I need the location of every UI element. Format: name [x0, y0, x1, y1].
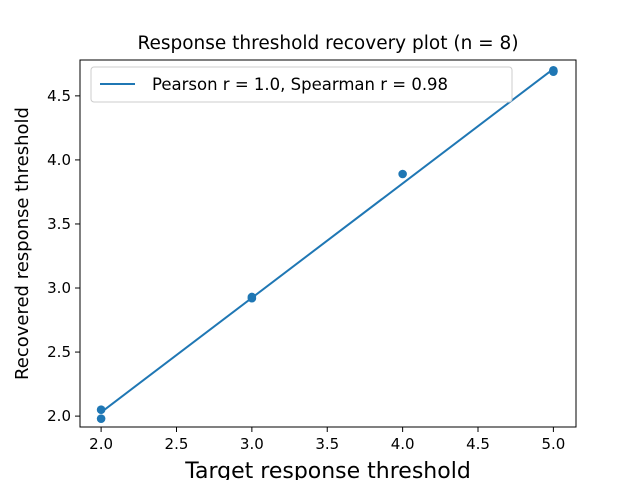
x-axis-title: Target response threshold [184, 459, 471, 480]
legend: Pearson r = 1.0, Spearman r = 0.98 [90, 66, 513, 103]
marks-layer [96, 65, 558, 423]
legend-label: Pearson r = 1.0, Spearman r = 0.98 [152, 75, 448, 94]
x-tick-label: 4.5 [466, 435, 490, 453]
x-tick-label: 5.0 [541, 435, 565, 453]
data-point [398, 169, 407, 179]
data-point [96, 414, 106, 423]
y-tick-label: 3.0 [47, 279, 71, 297]
ticks-layer: 2.0 2.5 3.0 3.5 4.0 4.5 5.0 2.0 2.5 3.0 3.5 4.0 4.5 [47, 87, 565, 453]
x-tick-label: 3.5 [315, 435, 339, 453]
chart-title: Response threshold recovery plot (n = 8) [137, 33, 518, 54]
x-tick-label: 2.0 [89, 435, 113, 453]
x-tick-label: 4.0 [391, 435, 415, 453]
y-tick-label: 2.5 [47, 343, 71, 361]
x-tick-label: 2.5 [165, 435, 189, 453]
plot-frame [79, 59, 577, 428]
y-tick-label: 3.5 [47, 215, 71, 233]
y-tick-label: 2.0 [47, 407, 71, 425]
fit-line [100, 68, 554, 414]
x-tick-label: 3.0 [240, 435, 264, 453]
y-tick-label: 4.0 [47, 151, 71, 169]
legend-box [90, 66, 513, 103]
y-axis-title: Recovered response threshold [12, 107, 33, 380]
y-tick-label: 4.5 [47, 87, 71, 105]
